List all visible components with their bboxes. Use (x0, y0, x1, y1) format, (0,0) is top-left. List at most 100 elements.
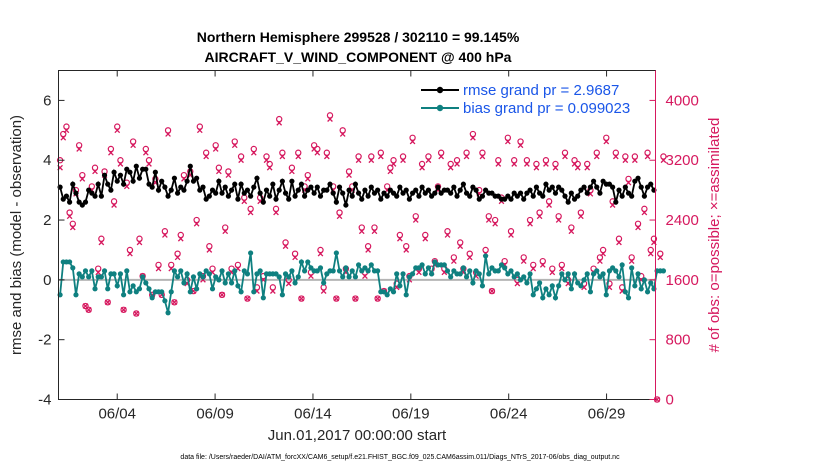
obs-possible-marker (310, 142, 318, 149)
rmse-marker (635, 175, 641, 181)
x-axis: 06/04 06/09 06/14 06/19 06/24 06/29 (98, 70, 626, 423)
rmse-marker (222, 184, 228, 190)
rmse-marker (159, 178, 165, 184)
bias-marker (502, 265, 508, 271)
legend-rmse-marker (436, 86, 444, 94)
bias-marker (181, 280, 187, 286)
obs-assimilated-marker (371, 228, 378, 235)
obs-assimilated-marker (177, 235, 184, 242)
obs-assimilated-marker (438, 153, 445, 160)
obs-possible-marker (606, 280, 613, 287)
rmse-marker (460, 181, 466, 187)
rmse-marker (549, 184, 555, 190)
rmse-marker (648, 181, 654, 187)
rmse-marker (219, 190, 225, 196)
obs-possible-marker (288, 164, 296, 171)
obs-assimilated-marker (323, 153, 330, 160)
obs-assimilated-marker (397, 235, 403, 242)
obs-possible-marker (193, 216, 200, 224)
obs-possible-marker (628, 254, 635, 261)
rmse-marker (432, 190, 438, 196)
rmse-marker (95, 181, 101, 187)
rmse-marker (457, 187, 463, 193)
bias-marker (292, 280, 298, 286)
rmse-marker (613, 199, 619, 205)
obs-possible-marker (437, 149, 445, 156)
rmse-marker (120, 181, 127, 187)
obs-possible-marker (552, 160, 559, 168)
obs-assimilated-marker (574, 164, 581, 171)
rmse-marker (184, 178, 190, 184)
bias-series (57, 250, 667, 316)
rmse-marker (622, 184, 628, 190)
obs-possible-marker (377, 149, 385, 156)
obs-assimilated-marker (419, 164, 425, 171)
rmse-marker (435, 184, 441, 190)
obs-possible-marker (549, 265, 556, 272)
bias-marker (70, 265, 76, 271)
obs-assimilated-marker (657, 254, 664, 261)
obs-assimilated-marker (304, 176, 311, 182)
bias-marker (549, 283, 555, 289)
y-axis-left: -4 -2 0 2 4 6 (38, 92, 65, 409)
obs-assimilated-marker (114, 127, 121, 134)
legend-bias-label: bias grand pr = 0.099023 (463, 100, 630, 117)
obs-possible-marker (155, 261, 162, 269)
bias-marker (578, 283, 584, 289)
rmse-marker (584, 190, 590, 196)
obs-assimilated-marker (92, 168, 98, 175)
obs-possible-marker (136, 235, 143, 242)
obs-possible-marker (409, 134, 416, 141)
obs-assimilated-marker (647, 250, 654, 257)
obs-possible-marker (425, 153, 432, 160)
bias-marker (146, 286, 152, 292)
obs-assimilated-marker (142, 149, 149, 156)
rmse-marker (67, 199, 73, 205)
bias-marker (552, 295, 559, 301)
bias-marker (225, 271, 231, 277)
bias-marker (508, 268, 514, 274)
obs-possible-marker (364, 243, 372, 250)
obs-assimilated-marker (536, 213, 543, 220)
obs-possible-marker (612, 149, 620, 156)
obs-possible-marker (457, 239, 464, 246)
obs-possible-marker (387, 164, 394, 171)
obs-possible-marker (345, 168, 353, 175)
bias-marker (352, 274, 359, 280)
x-tick-label: 06/29 (588, 406, 626, 423)
obs-assimilated-marker (66, 213, 73, 220)
obs-possible-marker (371, 224, 378, 231)
obs-possible-marker (593, 149, 600, 156)
bias-marker (130, 283, 136, 289)
rmse-marker (575, 193, 581, 199)
rmse-marker (394, 193, 400, 199)
obs-possible-marker (358, 224, 365, 231)
rmse-marker (616, 187, 622, 193)
bias-marker (365, 268, 371, 274)
y-axis-label-right: # of obs: o=possible; ×=assimilated (706, 118, 723, 353)
obs-possible-marker (250, 145, 257, 153)
obs-assimilated-marker (457, 243, 464, 250)
rmse-marker (343, 202, 349, 208)
rmse-marker (419, 184, 425, 190)
bias-marker (444, 268, 451, 274)
rmse-marker (375, 187, 381, 193)
obs-assimilated-marker (628, 258, 635, 265)
obs-possible-marker (650, 235, 658, 242)
obs-possible-marker (603, 134, 610, 141)
bias-marker (625, 295, 632, 301)
obs-possible-marker (444, 228, 451, 235)
obs-assimilated-marker (295, 153, 302, 160)
obs-possible-marker (584, 160, 591, 168)
bias-marker (390, 289, 397, 295)
bias-marker (127, 289, 133, 295)
obs-assimilated-marker (358, 228, 365, 235)
rmse-marker (260, 199, 266, 205)
obs-possible-marker (247, 205, 254, 213)
obs-assimilated-marker (444, 232, 451, 238)
rmse-marker (346, 187, 352, 193)
rmse-marker (295, 187, 301, 193)
obs-possible-marker (117, 157, 124, 164)
rmse-marker (308, 184, 314, 190)
